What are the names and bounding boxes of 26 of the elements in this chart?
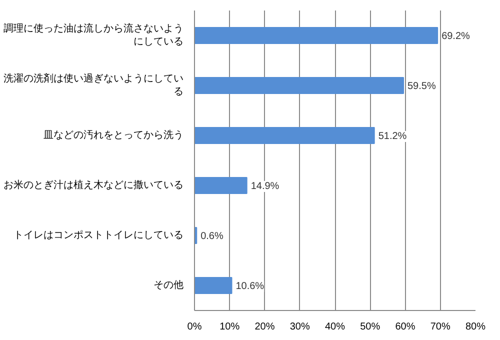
y-tick-label: トイレはコンポストトイレにしている (14, 230, 184, 241)
x-tick-label: 40% (324, 322, 346, 332)
y-tick-label: 調理に使った油は流しから流さないようにしている (4, 22, 184, 48)
x-tick-label: 0% (187, 322, 202, 332)
y-tick-label: その他 (154, 279, 184, 291)
bar (194, 127, 375, 144)
data-label: 0.6% (200, 231, 224, 242)
x-tick-label: 60% (395, 322, 416, 332)
bar (194, 177, 248, 194)
data-label: 69.2% (442, 31, 470, 42)
x-tick-label: 50% (360, 322, 380, 332)
y-tick-label: 皿などの汚れをとってから洗う (44, 129, 184, 141)
x-tick-label: 30% (290, 322, 310, 332)
bar (194, 77, 404, 94)
x-tick-label: 80% (465, 322, 486, 332)
y-tick-label: 洗濯の洗剤は使い過ぎないようにしている (4, 72, 184, 98)
bar (194, 27, 438, 44)
x-tick-label: 10% (220, 322, 240, 332)
y-tick-label: お米のとぎ汁は植え木などに撒いている (4, 179, 184, 191)
data-label: 10.6% (236, 281, 264, 292)
data-label: 14.9% (250, 181, 280, 192)
x-tick-label: 70% (430, 322, 450, 332)
data-label: 51.2% (378, 131, 407, 142)
data-label: 59.5% (407, 81, 436, 92)
x-tick-label: 20% (254, 322, 275, 332)
bar (194, 277, 232, 294)
